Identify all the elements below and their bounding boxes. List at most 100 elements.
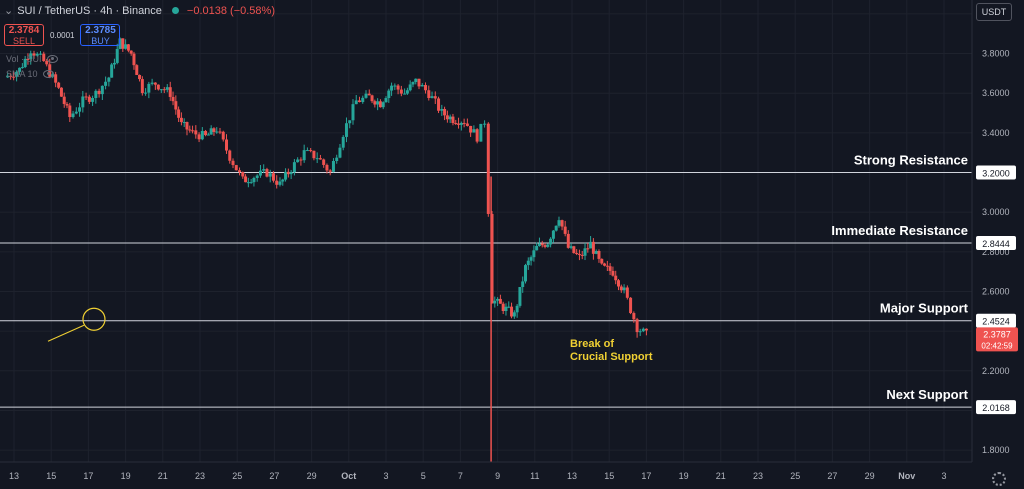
candle-body (515, 305, 519, 313)
volume-indicator-legend[interactable]: Vol · SUI (6, 54, 58, 64)
candle-body (486, 123, 490, 214)
level-label: Next Support (886, 387, 968, 402)
candle-body (209, 128, 213, 135)
highlight-circle (82, 307, 106, 331)
candle-body (443, 108, 447, 116)
candle-body (632, 313, 636, 320)
candle-body (430, 96, 434, 98)
candle-body (638, 331, 642, 333)
currency-selector[interactable]: USDT (976, 3, 1012, 21)
candle-body (258, 170, 262, 176)
candle-body (322, 159, 326, 165)
time-axis[interactable]: 13 15 17 19 21 23 25 27 29 Oct 3 5 7 9 11 13 15 17 19 21 23 2… (0, 461, 972, 481)
candle-body (376, 101, 380, 105)
candle-body (594, 250, 598, 254)
candle-body (150, 82, 154, 84)
candle-body (641, 328, 645, 332)
time-tick-label: 21 (158, 471, 168, 481)
time-tick-label: 17 (641, 471, 651, 481)
candle-body (617, 280, 620, 287)
buy-price: 2.3785 (85, 25, 116, 36)
level-price-label: 2.0168 (982, 403, 1010, 413)
candle-body (6, 75, 10, 78)
candle-body (554, 225, 558, 231)
candle-body (625, 287, 629, 298)
candle-body (206, 134, 210, 136)
time-tick-label: 15 (604, 471, 614, 481)
candle-body (566, 233, 570, 248)
candle-body (411, 82, 415, 85)
candle-body (177, 109, 181, 118)
candle-body (87, 96, 91, 102)
time-tick-label: 25 (232, 471, 242, 481)
time-tick-label: 21 (716, 471, 726, 481)
eye-icon[interactable] (46, 55, 58, 63)
candle-body (147, 83, 151, 93)
candle-body (493, 300, 497, 304)
candle-body (246, 182, 250, 184)
candle-body (197, 134, 201, 140)
candle-body (168, 87, 172, 97)
time-tick-label: 19 (679, 471, 689, 481)
buy-button[interactable]: 2.3785 BUY (80, 24, 121, 46)
candle-body (367, 93, 371, 96)
candle-body (156, 84, 160, 90)
candle-body (188, 129, 192, 131)
candle-body (524, 265, 527, 282)
candle-body (622, 287, 626, 291)
candle-body (331, 160, 335, 172)
candle-body (577, 253, 581, 255)
candle-body (124, 44, 128, 49)
price-tick-label: 2.8000 (982, 247, 1010, 257)
level-price-label: 2.4524 (982, 317, 1010, 327)
candle-body (262, 169, 266, 171)
sma-indicator-legend[interactable]: SMA 10 (6, 69, 54, 79)
sell-button[interactable]: 2.3784 SELL (4, 24, 44, 46)
volume-indicator-label: Vol · SUI (6, 54, 42, 64)
candle-body (420, 85, 424, 87)
candle-body (91, 97, 95, 102)
candle-body (26, 58, 30, 60)
candle-body (174, 101, 178, 110)
time-tick-label: 13 (9, 471, 19, 481)
price-axis[interactable]: 4.00003.80003.60003.40003.20003.00002.80… (971, 0, 1024, 489)
candle-body (454, 123, 458, 125)
candle-body (472, 129, 476, 133)
candle-body (417, 78, 421, 87)
candle-body (62, 96, 66, 104)
candle-body (212, 128, 216, 132)
level-price-tag (976, 236, 1016, 251)
candle-body (100, 85, 104, 95)
candle-body (215, 131, 219, 133)
gear-icon[interactable] (992, 472, 1006, 486)
candle-body (94, 90, 98, 98)
candle-body (278, 181, 282, 185)
candle-body (115, 48, 119, 63)
candle-body (265, 169, 269, 177)
level-label: Strong Resistance (854, 153, 968, 168)
candle-body (281, 179, 285, 182)
candle-body (241, 172, 245, 177)
candle-body (414, 78, 418, 83)
chevron-icon[interactable]: ⌄ (4, 5, 14, 17)
symbol-title[interactable]: SUI / TetherUS · 4h · Binance (17, 4, 162, 17)
time-tick-label: 29 (307, 471, 317, 481)
level-price-label: 3.2000 (982, 169, 1010, 179)
time-tick-label: 17 (83, 471, 93, 481)
candle-body (546, 244, 550, 247)
time-tick-label: 25 (790, 471, 800, 481)
candle-body (457, 123, 461, 125)
price-tick-label: 3.8000 (982, 49, 1010, 59)
candle-body (45, 61, 49, 65)
candle-body (244, 176, 248, 183)
candle-body (289, 172, 293, 175)
eye-icon[interactable] (42, 70, 54, 78)
candle-body (182, 122, 186, 124)
symbol-header: ⌄ SUI / TetherUS · 4h · Binance −0.0138 … (4, 4, 275, 18)
candle-body (427, 90, 431, 98)
candle-body (370, 95, 374, 102)
candle-body (18, 67, 22, 72)
candle-body (35, 53, 39, 56)
sell-price: 2.3784 (8, 25, 40, 36)
